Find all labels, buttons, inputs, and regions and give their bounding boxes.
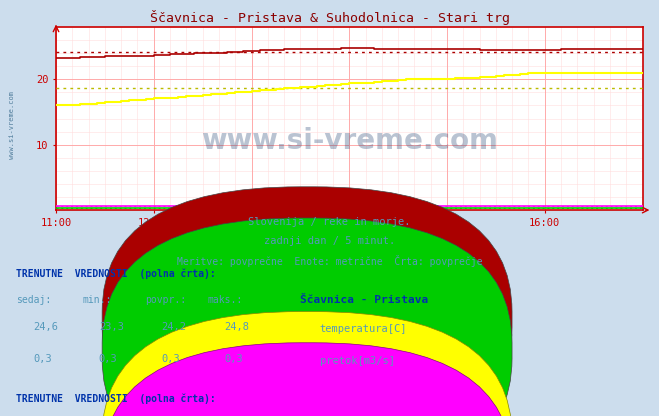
Text: 0,3: 0,3	[224, 354, 243, 364]
Text: zadnji dan / 5 minut.: zadnji dan / 5 minut.	[264, 236, 395, 246]
Text: www.si-vreme.com: www.si-vreme.com	[201, 126, 498, 154]
Text: 0,3: 0,3	[99, 354, 117, 364]
Text: 23,3: 23,3	[99, 322, 124, 332]
Text: maks.:: maks.:	[208, 295, 243, 305]
Text: Ščavnica - Pristava: Ščavnica - Pristava	[300, 295, 428, 305]
Text: www.si-vreme.com: www.si-vreme.com	[9, 91, 15, 159]
Text: povpr.:: povpr.:	[145, 295, 186, 305]
Text: 24,8: 24,8	[224, 322, 249, 332]
Text: Slovenija / reke in morje.: Slovenija / reke in morje.	[248, 217, 411, 227]
Text: 0,3: 0,3	[33, 354, 51, 364]
Text: sedaj:: sedaj:	[16, 295, 51, 305]
Text: Meritve: povprečne  Enote: metrične  Črta: povprečje: Meritve: povprečne Enote: metrične Črta:…	[177, 255, 482, 267]
Text: 24,6: 24,6	[33, 322, 58, 332]
Text: TRENUTNE  VREDNOSTI  (polna črta):: TRENUTNE VREDNOSTI (polna črta):	[16, 268, 216, 279]
Text: Ščavnica - Pristava & Suhodolnica - Stari trg: Ščavnica - Pristava & Suhodolnica - Star…	[150, 10, 509, 25]
Text: pretok[m3/s]: pretok[m3/s]	[320, 356, 395, 366]
Text: min.:: min.:	[82, 295, 112, 305]
Text: temperatura[C]: temperatura[C]	[320, 324, 407, 334]
Text: TRENUTNE  VREDNOSTI  (polna črta):: TRENUTNE VREDNOSTI (polna črta):	[16, 393, 216, 404]
Text: 0,3: 0,3	[161, 354, 180, 364]
Text: 24,2: 24,2	[161, 322, 186, 332]
